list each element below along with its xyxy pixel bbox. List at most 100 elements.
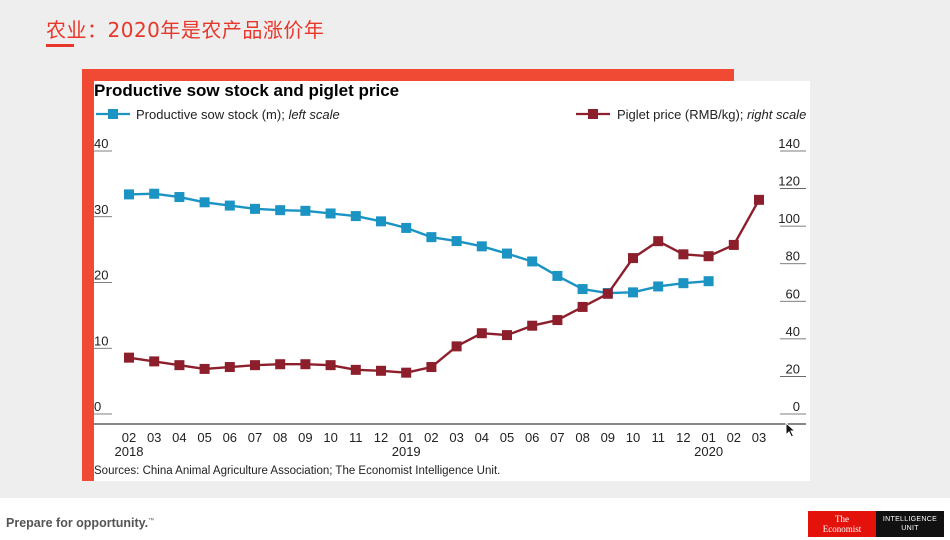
piglet-data-point — [149, 356, 160, 367]
piglet-data-point — [401, 367, 412, 378]
x-tick-label: 06 — [525, 430, 539, 445]
x-tick-label: 04 — [172, 430, 186, 445]
sow-data-point — [502, 248, 512, 259]
legend-sow-note: left scale — [288, 107, 339, 122]
piglet-data-point — [174, 360, 185, 371]
chart-svg: Productive sow stock (m); left scale Pigl… — [94, 107, 806, 459]
economist-logo: The Economist — [808, 511, 876, 537]
x-tick-label: 12 — [676, 430, 690, 445]
x-tick-label: 12 — [374, 430, 388, 445]
piglet-data-point — [577, 301, 588, 312]
sow-data-point — [653, 281, 664, 292]
x-year-label: 2019 — [392, 444, 421, 459]
sow-data-point — [577, 284, 588, 295]
piglet-data-point — [678, 249, 689, 260]
x-tick-label: 02 — [122, 430, 136, 445]
x-tick-label: 07 — [550, 430, 564, 445]
x-tick-label: 09 — [601, 430, 615, 445]
legend-piglet-label: Piglet price (RMB/kg); right scale — [617, 107, 806, 122]
x-tick-label: 02 — [424, 430, 438, 445]
sow-data-point — [678, 278, 689, 289]
legend-sow-name: Productive sow stock (m); — [136, 107, 288, 122]
sow-data-point — [376, 216, 386, 227]
piglet-data-point — [502, 330, 512, 341]
piglet-data-point — [754, 194, 764, 205]
x-tick-label: 02 — [727, 430, 741, 445]
x-tick-label: 11 — [349, 430, 363, 445]
left-tick-label: 20 — [94, 268, 108, 283]
sow-data-point — [199, 197, 210, 208]
left-tick-label: 30 — [94, 202, 108, 217]
sow-data-point — [250, 203, 260, 214]
x-tick-label: 08 — [575, 430, 589, 445]
left-tick-label: 40 — [94, 136, 108, 151]
x-tick-label: 03 — [147, 430, 161, 445]
piglet-data-point — [350, 364, 361, 375]
left-tick-label: 0 — [94, 399, 101, 414]
right-tick-label: 40 — [786, 324, 800, 339]
right-tick-label: 80 — [786, 249, 800, 264]
piglet-data-point — [199, 363, 210, 374]
piglet-data-point — [325, 360, 336, 371]
legend-sow-marker — [108, 109, 118, 119]
x-tick-label: 05 — [197, 430, 211, 445]
sow-data-point — [174, 192, 185, 203]
slide-title: 农业：2020年是农产品涨价年 — [46, 14, 324, 47]
sow-data-point — [401, 222, 412, 233]
x-tick-label: 05 — [500, 430, 514, 445]
piglet-data-point — [451, 341, 462, 352]
x-tick-label: 10 — [626, 430, 640, 445]
tagline: Prepare for opportunity.™ — [6, 516, 155, 530]
right-tick-label: 120 — [778, 174, 800, 189]
x-tick-label: 04 — [475, 430, 489, 445]
piglet-data-point — [628, 253, 638, 264]
sow-data-point — [703, 276, 714, 287]
legend-piglet-note: right scale — [747, 107, 806, 122]
sow-data-point — [628, 287, 638, 298]
right-tick-label: 140 — [778, 136, 800, 151]
legend-piglet-marker — [588, 109, 598, 119]
legend-piglet-name: Piglet price (RMB/kg); — [617, 107, 747, 122]
x-tick-label: 03 — [752, 430, 766, 445]
right-tick-label: 20 — [786, 361, 800, 376]
x-tick-label: 06 — [223, 430, 237, 445]
sow-data-point — [552, 270, 563, 281]
x-tick-label: 09 — [298, 430, 312, 445]
piglet-data-point — [476, 328, 487, 339]
piglet-data-point — [124, 352, 134, 363]
x-tick-label: 01 — [701, 430, 715, 445]
mouse-cursor-icon — [785, 422, 797, 438]
piglet-data-point — [426, 362, 437, 373]
sow-data-point — [476, 241, 487, 252]
sow-series-line — [128, 192, 709, 295]
accent-bar-left — [82, 69, 94, 481]
sow-data-point — [300, 205, 311, 216]
piglet-data-point — [300, 359, 311, 370]
x-tick-label: 07 — [248, 430, 262, 445]
left-tick-label: 10 — [94, 333, 108, 348]
x-year-label: 2020 — [694, 444, 723, 459]
legend-sow-label: Productive sow stock (m); left scale — [136, 107, 340, 122]
piglet-data-point — [250, 360, 260, 371]
x-year-label: 2018 — [115, 444, 144, 459]
right-tick-label: 100 — [778, 211, 800, 226]
piglet-data-point — [376, 365, 386, 376]
piglet-data-point — [552, 315, 563, 326]
eiu-logo: INTELLIGENCE UNIT — [876, 511, 944, 537]
sow-data-point — [149, 188, 160, 199]
footer-band — [0, 498, 950, 540]
sow-data-point — [224, 200, 235, 211]
sow-data-point — [350, 211, 361, 222]
accent-bar-top — [82, 69, 734, 81]
sow-data-point — [527, 256, 538, 267]
piglet-data-point — [602, 288, 613, 299]
right-tick-label: 0 — [793, 399, 800, 414]
x-tick-label: 01 — [399, 430, 413, 445]
right-tick-label: 60 — [786, 286, 800, 301]
sow-data-point — [451, 236, 462, 247]
piglet-data-point — [653, 236, 664, 247]
sow-data-point — [275, 205, 286, 216]
piglet-data-point — [275, 359, 286, 370]
sow-data-point — [426, 232, 437, 243]
sow-data-point — [325, 208, 336, 219]
